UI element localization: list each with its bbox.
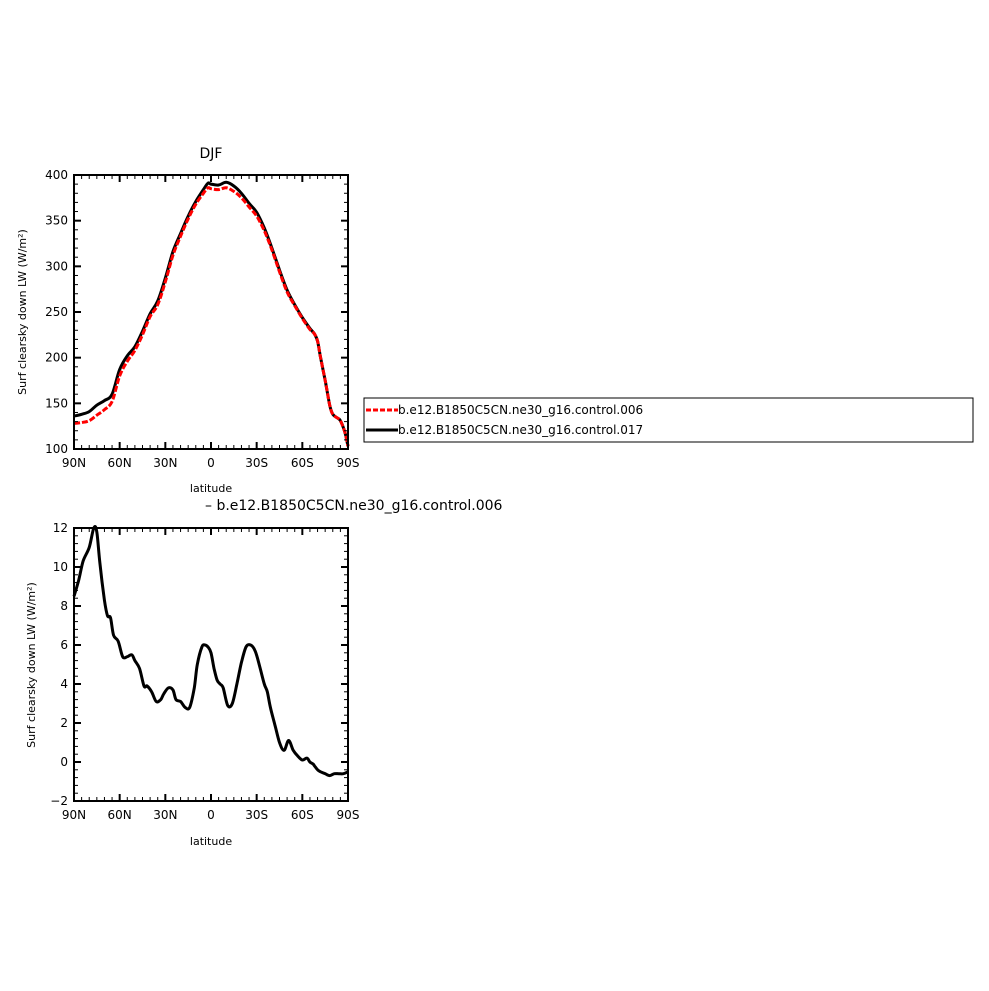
bottom-y-tick-label: 0 xyxy=(60,755,68,769)
top-y-tick-label: 350 xyxy=(45,214,68,228)
bottom-y-tick-label: 10 xyxy=(53,560,68,574)
top-x-tick-label: 90N xyxy=(62,456,86,470)
top-axes: 90N 60N 30N 0 30S 60S 90S 100 150 200 250 300 350 400 xyxy=(45,168,359,470)
top-y-tick-label: 250 xyxy=(45,305,68,319)
bottom-x-tick-label: 90N xyxy=(62,808,86,822)
bottom-chart-subtitle: – b.e12.B1850C5CN.ne30_g16.control.006 xyxy=(205,498,503,514)
top-series-line-0 xyxy=(73,186,350,447)
top-y-tick-label: 150 xyxy=(45,396,68,410)
top-x-tick-label: 30N xyxy=(153,456,177,470)
bottom-y-tick-label: 8 xyxy=(60,599,68,613)
bottom-x-axis-title: latitude xyxy=(190,835,232,848)
legend-label-control-006: b.e12.B1850C5CN.ne30_g16.control.006 xyxy=(398,403,643,417)
bottom-x-tick-label: 30S xyxy=(245,808,268,822)
chart-title: DJF xyxy=(200,146,223,162)
bottom-x-tick-label: 90S xyxy=(337,808,360,822)
bottom-x-tick-label: 30N xyxy=(153,808,177,822)
top-y-axis-title: Surf clearsky down LW (W/m²) xyxy=(16,229,29,395)
top-y-tick-label: 300 xyxy=(45,259,68,273)
top-y-tick-label: 100 xyxy=(45,442,68,456)
bottom-x-tick-label: 60S xyxy=(291,808,314,822)
top-x-tick-label: 60N xyxy=(108,456,132,470)
top-x-tick-label: 90S xyxy=(337,456,360,470)
top-series-group xyxy=(73,180,350,447)
bottom-y-tick-label: 2 xyxy=(60,716,68,730)
top-x-axis-title: latitude xyxy=(190,482,232,495)
bottom-series-line-0 xyxy=(72,525,349,778)
top-x-tick-label: 60S xyxy=(291,456,314,470)
top-chart: DJF 90N 60N 30N 0 30S 60S 90S 100 150 200 250 300 35… xyxy=(16,146,359,495)
top-y-tick-label: 200 xyxy=(45,351,68,365)
top-y-tick-label: 400 xyxy=(45,168,68,182)
top-series-line-1 xyxy=(73,180,350,447)
bottom-y-tick-label: 4 xyxy=(60,677,68,691)
bottom-y-tick-label: 12 xyxy=(53,521,68,535)
legend-box xyxy=(363,397,974,443)
bottom-y-axis-title: Surf clearsky down LW (W/m²) xyxy=(25,582,38,748)
top-plot-frame xyxy=(73,174,349,450)
bottom-x-tick-label: 0 xyxy=(207,808,215,822)
bottom-axes: 90N 60N 30N 0 30S 60S 90S −2 0 2 4 6 8 10 12 xyxy=(50,521,359,822)
legend: b.e12.B1850C5CN.ne30_g16.control.006 b.e… xyxy=(363,397,974,443)
top-x-tick-label: 0 xyxy=(207,456,215,470)
bottom-y-tick-label: −2 xyxy=(50,794,68,808)
bottom-y-tick-label: 6 xyxy=(60,638,68,652)
bottom-series-group xyxy=(72,525,349,778)
legend-label-control-017: b.e12.B1850C5CN.ne30_g16.control.017 xyxy=(398,423,643,437)
bottom-x-tick-label: 60N xyxy=(108,808,132,822)
bottom-plot-frame xyxy=(73,527,349,802)
top-x-tick-label: 30S xyxy=(245,456,268,470)
